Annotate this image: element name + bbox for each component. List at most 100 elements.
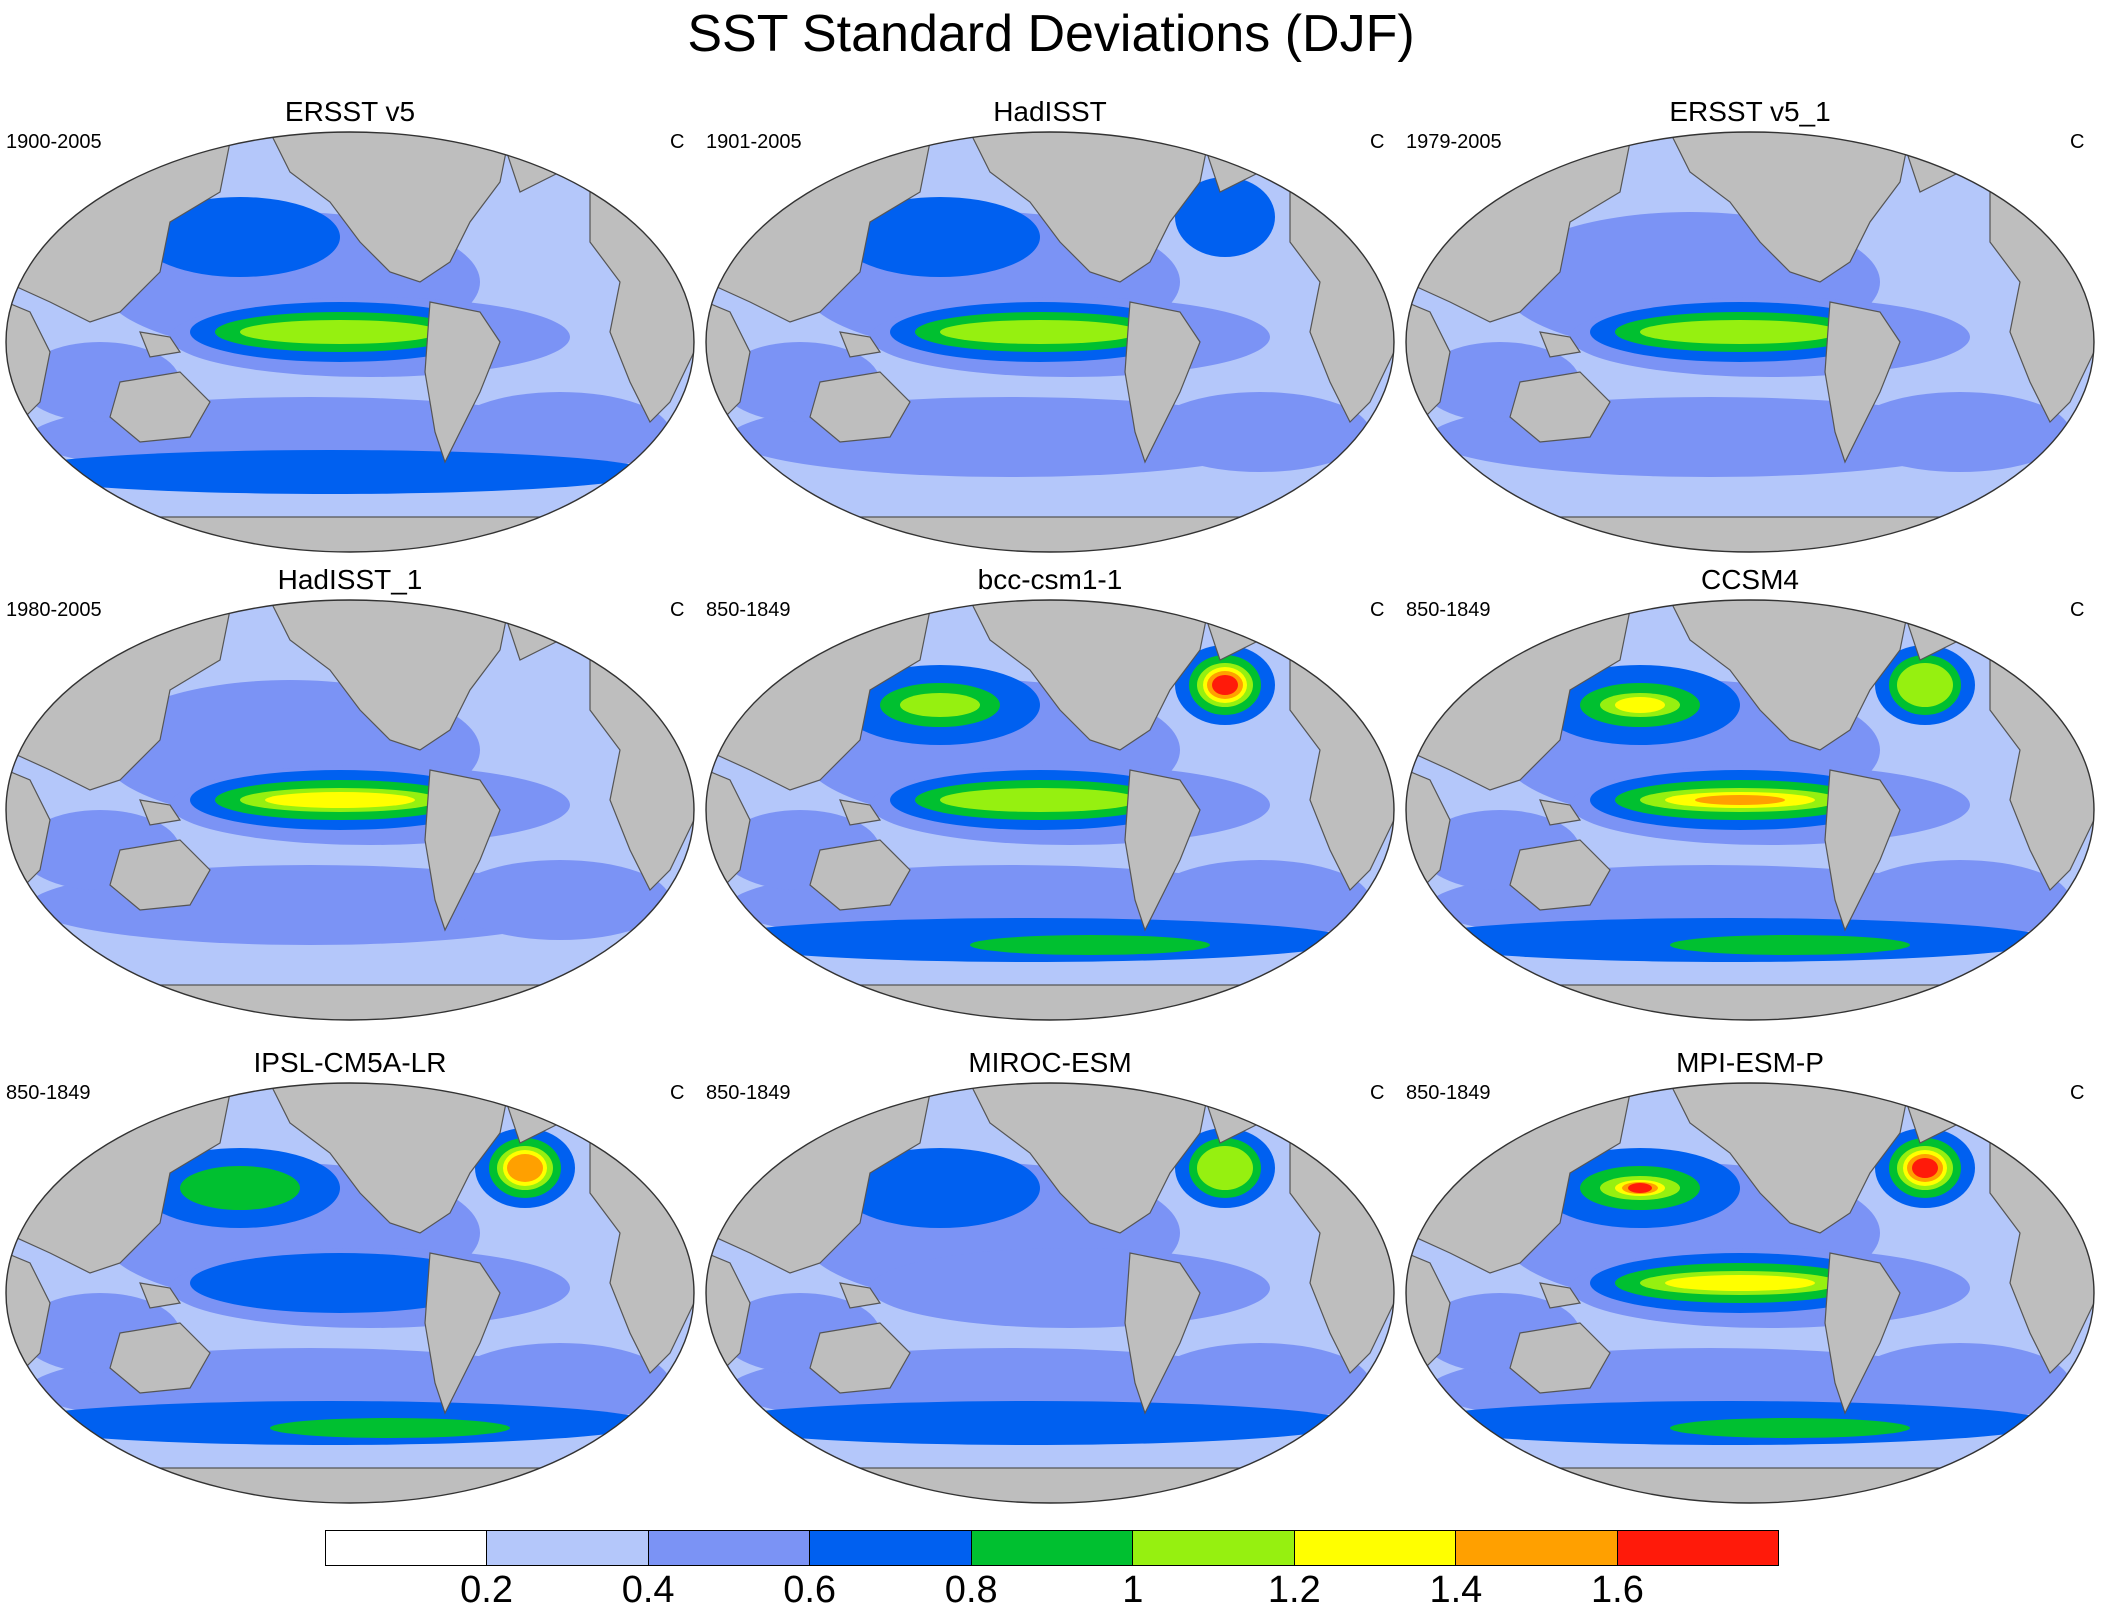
map-boundary [1405, 599, 2095, 1021]
colorbar-cell [1617, 1531, 1778, 1565]
landmass [809, 371, 911, 443]
colorbar-cell [648, 1531, 811, 1565]
colorbar-cell [1133, 1531, 1295, 1565]
sst-contour [190, 1253, 490, 1313]
sst-contour [1150, 392, 1370, 472]
sst-map [5, 131, 695, 553]
landmass [969, 1083, 1211, 1234]
landmass [1509, 839, 1611, 911]
sst-contour [1665, 1275, 1815, 1291]
landmass [6, 1252, 51, 1374]
landmass [1539, 331, 1582, 358]
colorbar-cell [326, 1531, 488, 1565]
map-boundary [705, 1082, 1395, 1504]
landmass [1406, 301, 1451, 423]
sst-contour [970, 935, 1210, 955]
landmass [6, 984, 694, 1020]
sst-contour [1175, 177, 1275, 257]
landmass [839, 799, 882, 826]
landmass [706, 1467, 1394, 1503]
landmass [809, 1322, 911, 1394]
sst-contour [1850, 860, 2070, 940]
landmass [424, 1252, 501, 1415]
panel-title: HadISST [993, 96, 1107, 127]
colorbar-labels: 0.2 0.4 0.6 0.8 1 1.2 1.4 1.6 [0, 1570, 2102, 1614]
sst-contour [870, 1248, 1270, 1328]
colorbar-cell [1456, 1531, 1618, 1565]
sst-contour [450, 860, 670, 940]
sst-contour [1695, 795, 1785, 805]
landmass [424, 769, 501, 932]
sst-contour [1150, 860, 1370, 940]
panel-period: 1901-2005 [706, 131, 802, 153]
panel-units: C [670, 599, 685, 621]
landmass [6, 301, 51, 423]
landmass [839, 1282, 882, 1309]
map-boundary [5, 1082, 695, 1504]
landmass [269, 600, 511, 751]
landmass [1824, 769, 1901, 932]
sst-contour [140, 197, 340, 277]
sst-contour [940, 320, 1140, 344]
panel-period: 850-1849 [706, 599, 791, 621]
panel-title: CCSM4 [1700, 564, 1799, 595]
sst-contour [1670, 935, 1910, 955]
landmass [706, 769, 751, 891]
sst-contour [1640, 320, 1840, 344]
panel-period: 1900-2005 [6, 131, 102, 153]
landmass [809, 839, 911, 911]
sst-contour [265, 792, 415, 808]
colorbar [325, 1530, 1779, 1566]
sst-map [5, 599, 695, 1021]
sst-contour [1912, 1158, 1938, 1178]
landmass [109, 839, 211, 911]
sst-contour [450, 392, 670, 472]
colorbar-tick-label: 1.2 [1267, 1569, 1321, 1611]
panel-units: C [1370, 1082, 1385, 1104]
colorbar-tick-label: 1.6 [1591, 1569, 1644, 1611]
panel-period: 1979-2005 [1406, 131, 1502, 153]
map-boundary [705, 131, 1395, 553]
landmass [109, 371, 211, 443]
panel-period: 850-1849 [6, 1082, 91, 1104]
landmass [1539, 1282, 1582, 1309]
sst-contour [1197, 1146, 1253, 1190]
sst-map [705, 599, 1395, 1021]
landmass [6, 769, 51, 891]
colorbar-cell [1294, 1531, 1457, 1565]
landmass [1124, 769, 1201, 932]
landmass [1509, 371, 1611, 443]
landmass [1509, 1322, 1611, 1394]
landmass [1406, 984, 2094, 1020]
landmass [139, 331, 182, 358]
landmass [269, 1083, 511, 1234]
landmass [269, 132, 511, 283]
panel-title: MIROC-ESM [968, 1047, 1132, 1078]
figure-title: SST Standard Deviations (DJF) [687, 5, 1415, 63]
colorbar-tick-label: 0.6 [783, 1569, 837, 1611]
panel-units: C [2070, 599, 2085, 621]
sst-contour [10, 450, 650, 494]
panel-title: ERSST v5 [284, 96, 416, 127]
map-boundary [5, 131, 695, 553]
sst-map [1405, 1082, 2095, 1504]
sst-map [1405, 131, 2095, 553]
landmass [1669, 600, 1911, 751]
panel-units: C [1370, 599, 1385, 621]
panel-units: C [2070, 1082, 2085, 1104]
sst-contour [180, 1166, 300, 1210]
sst-contour [940, 788, 1140, 812]
sst-contour [900, 693, 980, 717]
sst-contour [710, 1401, 1350, 1445]
sst-contour [840, 197, 1040, 277]
landmass [1124, 301, 1201, 464]
landmass [139, 799, 182, 826]
panel-units: C [2070, 131, 2085, 153]
colorbar-tick-label: 0.4 [621, 1569, 675, 1611]
sst-contour [1850, 1343, 2070, 1423]
panel-title: HadISST_1 [277, 564, 423, 595]
sst-contour [840, 1148, 1040, 1228]
colorbar-tick-label: 1 [1122, 1569, 1144, 1611]
map-boundary [5, 599, 695, 1021]
landmass [706, 1252, 751, 1374]
